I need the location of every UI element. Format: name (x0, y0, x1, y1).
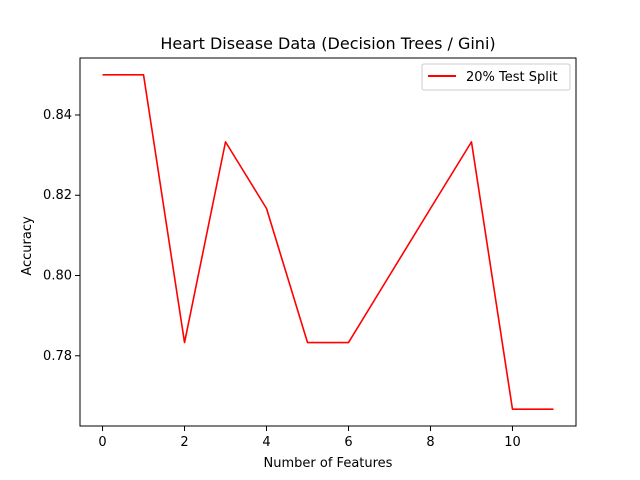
x-tick-label: 8 (426, 435, 434, 450)
series-line (102, 74, 554, 410)
chart-title: Heart Disease Data (Decision Trees / Gin… (160, 34, 495, 53)
axes (79, 57, 577, 427)
series (102, 74, 554, 410)
x-tick-label: 2 (180, 435, 188, 450)
x-tick-label: 4 (262, 435, 270, 450)
x-tick-label: 0 (98, 435, 106, 450)
y-tick-label: 0.82 (43, 188, 72, 203)
ticks: 0 2 4 6 8 10 0.78 0.80 0.82 0.84 (43, 108, 521, 450)
legend-label: 20% Test Split (466, 70, 558, 85)
legend: 20% Test Split (421, 63, 571, 91)
y-tick-label: 0.80 (43, 269, 72, 284)
x-axis-label: Number of Features (264, 456, 393, 471)
x-tick-label: 6 (344, 435, 352, 450)
y-tick-label: 0.84 (43, 108, 72, 123)
y-tick-label: 0.78 (43, 349, 72, 364)
legend-box (421, 63, 571, 91)
plot-frame (79, 57, 577, 427)
y-axis-label: Accuracy (20, 216, 35, 276)
x-tick-label: 10 (504, 435, 521, 450)
